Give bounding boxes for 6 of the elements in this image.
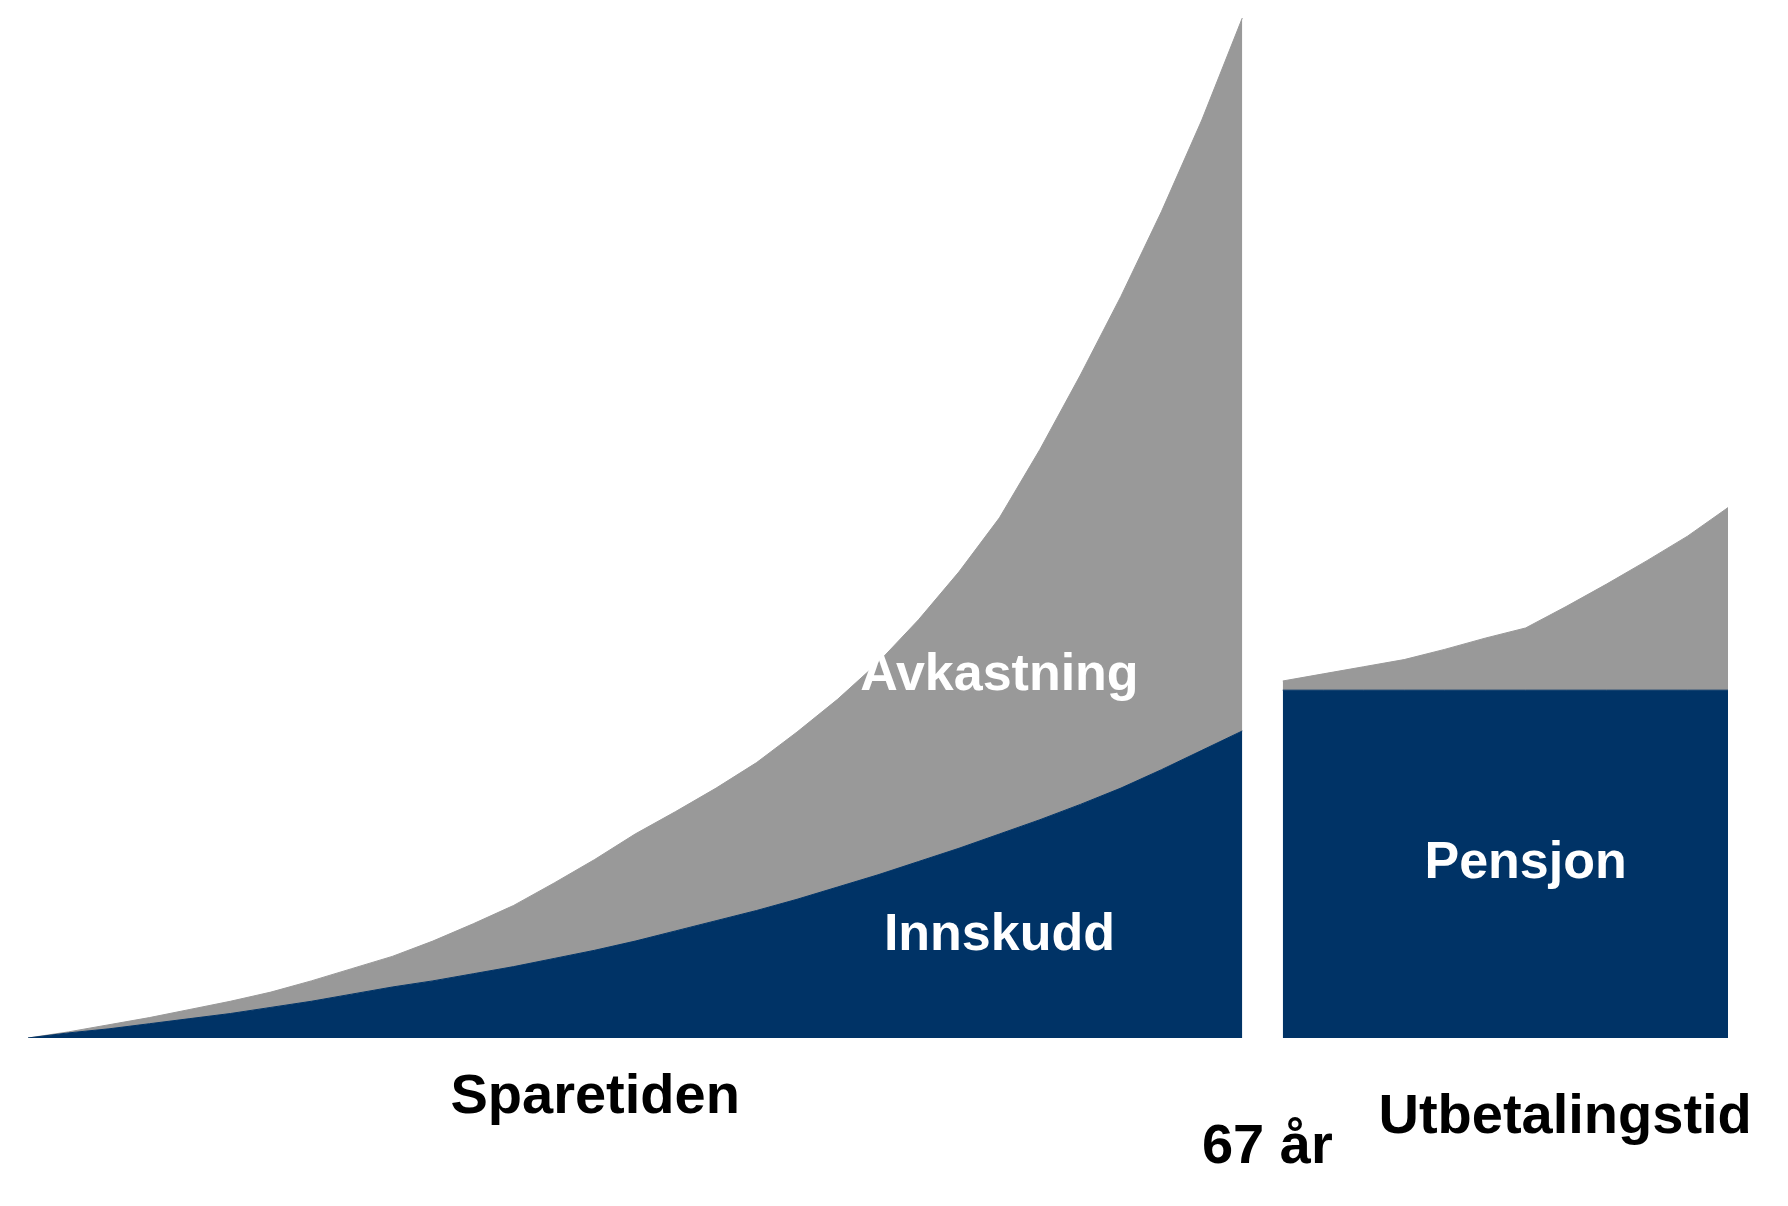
- text: 67 år: [1201, 1112, 1333, 1176]
- text: Utbetalingstid: [1378, 1082, 1752, 1146]
- series-label: Innskudd: [883, 903, 1115, 962]
- series-label: Pensjon: [1424, 831, 1627, 890]
- series-label: Avkastning: [860, 643, 1139, 702]
- text: Sparetiden: [450, 1062, 740, 1126]
